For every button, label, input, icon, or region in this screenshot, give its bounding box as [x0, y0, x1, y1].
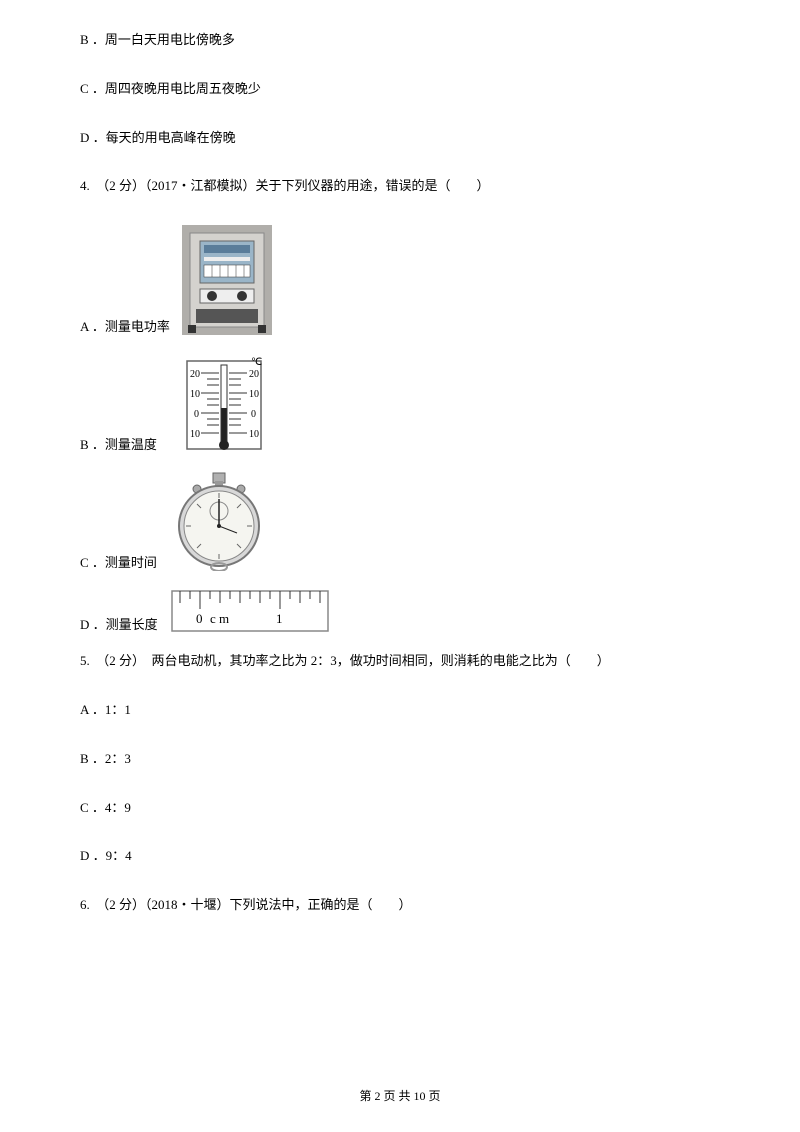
q4-option-b-row: B ．测量温度 — [80, 353, 720, 453]
stopwatch-icon — [169, 471, 269, 571]
svg-text:1: 1 — [276, 611, 283, 626]
electric-meter-icon — [182, 225, 272, 335]
svg-text:c m: c m — [210, 611, 229, 626]
q5-option-d: D ．9：4 — [80, 846, 720, 867]
q4-option-d-row: D ．测量长度 0 c m — [80, 589, 720, 633]
thermometer-icon: 20 10 0 10 20 10 0 10 ℃ — [169, 353, 279, 453]
q4-option-c-row: C ．测量时间 — [80, 471, 720, 571]
option-d: D ．每天的用电高峰在傍晚 — [80, 128, 720, 149]
q4-option-d-label: D ．测量长度 — [80, 614, 158, 633]
page-footer: 第 2 页 共 10 页 — [0, 1087, 800, 1104]
q5-option-c: C ．4：9 — [80, 798, 720, 819]
svg-text:0: 0 — [196, 611, 203, 626]
q5-stem: 5. （2 分） 两台电动机，其功率之比为 2：3，做功时间相同，则消耗的电能之… — [80, 651, 720, 672]
svg-text:0: 0 — [251, 409, 256, 420]
q4-option-a-label: A ．测量电功率 — [80, 316, 170, 335]
svg-text:10: 10 — [249, 429, 259, 440]
q5-option-b: B ．2：3 — [80, 749, 720, 770]
svg-text:10: 10 — [190, 429, 200, 440]
svg-text:10: 10 — [190, 389, 200, 400]
ruler-icon: 0 c m 1 — [170, 589, 330, 633]
svg-text:20: 20 — [249, 369, 259, 380]
option-c: C ．周四夜晚用电比周五夜晚少 — [80, 79, 720, 100]
q4-option-a-row: A ．测量电功率 — [80, 225, 720, 335]
svg-text:10: 10 — [249, 389, 259, 400]
svg-text:℃: ℃ — [251, 357, 262, 368]
q4-option-b-label: B ．测量温度 — [80, 434, 157, 453]
svg-text:20: 20 — [190, 369, 200, 380]
q4-stem: 4. （2 分）（2017・江都模拟）关于下列仪器的用途，错误的是（ ） — [80, 176, 720, 197]
svg-text:0: 0 — [194, 409, 199, 420]
q4-option-c-label: C ．测量时间 — [80, 552, 157, 571]
q6-stem: 6. （2 分）（2018・十堰）下列说法中，正确的是（ ） — [80, 895, 720, 916]
q5-option-a: A ．1：1 — [80, 700, 720, 721]
option-b: B ．周一白天用电比傍晚多 — [80, 30, 720, 51]
